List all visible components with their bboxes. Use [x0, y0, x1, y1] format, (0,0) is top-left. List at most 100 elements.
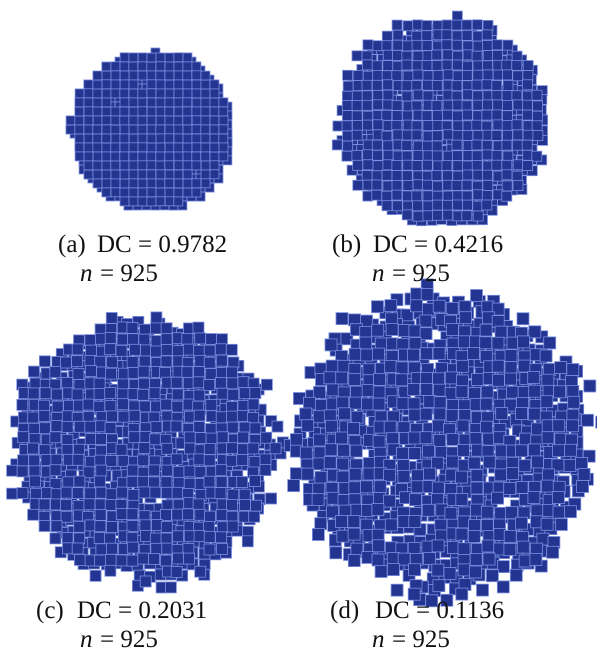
- voxel: [192, 107, 201, 116]
- voxel: [75, 134, 84, 143]
- voxel: [150, 487, 161, 498]
- voxel: [204, 511, 215, 522]
- voxel: [528, 371, 540, 383]
- voxel: [239, 388, 250, 399]
- voxel: [206, 400, 217, 411]
- voxel: [336, 372, 348, 384]
- voxel: [94, 476, 105, 487]
- voxel: [409, 447, 421, 459]
- voxel: [423, 171, 433, 181]
- voxel: [139, 443, 150, 454]
- voxel: [129, 80, 138, 89]
- voxel: [96, 487, 107, 498]
- voxel: [105, 554, 116, 565]
- voxel: [463, 81, 473, 91]
- voxel: [161, 334, 172, 345]
- voxel: [402, 60, 412, 70]
- voxel: [171, 377, 182, 388]
- voxel: [502, 60, 512, 70]
- voxel: [216, 355, 227, 366]
- voxel: [147, 107, 156, 116]
- voxel: [185, 443, 196, 454]
- voxel: [237, 410, 248, 421]
- voxel: [204, 444, 215, 455]
- voxel: [95, 455, 106, 466]
- voxel: [51, 499, 62, 510]
- voxel: [84, 170, 93, 179]
- voxel: [156, 80, 165, 89]
- voxel: [409, 338, 421, 350]
- voxel: [568, 396, 580, 408]
- voxel: [382, 170, 392, 180]
- voxel: [492, 130, 502, 140]
- voxel: [462, 70, 472, 80]
- voxel: [94, 533, 105, 544]
- voxel: [192, 98, 201, 107]
- voxel: [412, 101, 422, 111]
- voxel: [423, 71, 433, 81]
- voxel: [204, 380, 215, 391]
- voxel: [52, 401, 63, 412]
- voxel: [387, 564, 399, 576]
- voxel: [128, 490, 139, 501]
- voxel: [249, 456, 260, 467]
- voxel: [228, 389, 239, 400]
- voxel: [171, 566, 182, 577]
- voxel: [373, 70, 383, 80]
- voxel: [398, 471, 410, 483]
- voxel: [434, 434, 446, 446]
- voxel: [434, 397, 446, 409]
- voxel: [473, 201, 483, 211]
- voxel: [94, 401, 105, 412]
- voxel: [152, 520, 163, 531]
- voxel: [353, 160, 363, 170]
- voxel: [95, 499, 106, 510]
- voxel: [582, 414, 594, 426]
- voxel: [39, 400, 50, 411]
- voxel: [481, 506, 493, 518]
- voxel: [325, 444, 337, 456]
- voxel: [174, 179, 183, 188]
- voxel: [409, 325, 421, 337]
- voxel: [372, 180, 382, 190]
- voxel: [74, 444, 85, 455]
- voxel: [226, 344, 237, 355]
- voxel: [421, 348, 433, 360]
- voxel: [520, 433, 532, 445]
- voxel: [422, 31, 432, 41]
- voxel: [348, 555, 360, 567]
- voxel: [161, 487, 172, 498]
- voxel: [372, 348, 384, 360]
- voxel: [138, 455, 149, 466]
- voxel: [120, 197, 129, 206]
- voxel: [584, 380, 596, 392]
- voxel: [192, 125, 201, 134]
- voxel: [128, 368, 139, 379]
- voxel: [120, 152, 129, 161]
- voxel: [138, 62, 147, 71]
- voxel: [138, 116, 147, 125]
- voxel: [51, 421, 62, 432]
- voxel: [383, 50, 393, 60]
- voxel: [51, 511, 62, 522]
- voxel: [116, 444, 127, 455]
- voxel: [204, 357, 215, 368]
- voxel: [172, 487, 183, 498]
- voxel: [372, 140, 382, 150]
- voxel: [533, 131, 543, 141]
- voxel: [93, 116, 102, 125]
- voxel: [412, 40, 422, 50]
- voxel: [206, 369, 217, 380]
- voxel: [239, 422, 250, 433]
- voxel: [85, 335, 96, 346]
- voxel: [72, 389, 83, 400]
- voxel: [51, 489, 62, 500]
- voxel: [147, 179, 156, 188]
- voxel: [120, 98, 129, 107]
- voxel: [433, 580, 445, 592]
- voxel: [210, 161, 219, 170]
- voxel: [138, 366, 149, 377]
- voxel: [385, 361, 397, 373]
- voxel: [129, 89, 138, 98]
- voxel: [363, 160, 373, 170]
